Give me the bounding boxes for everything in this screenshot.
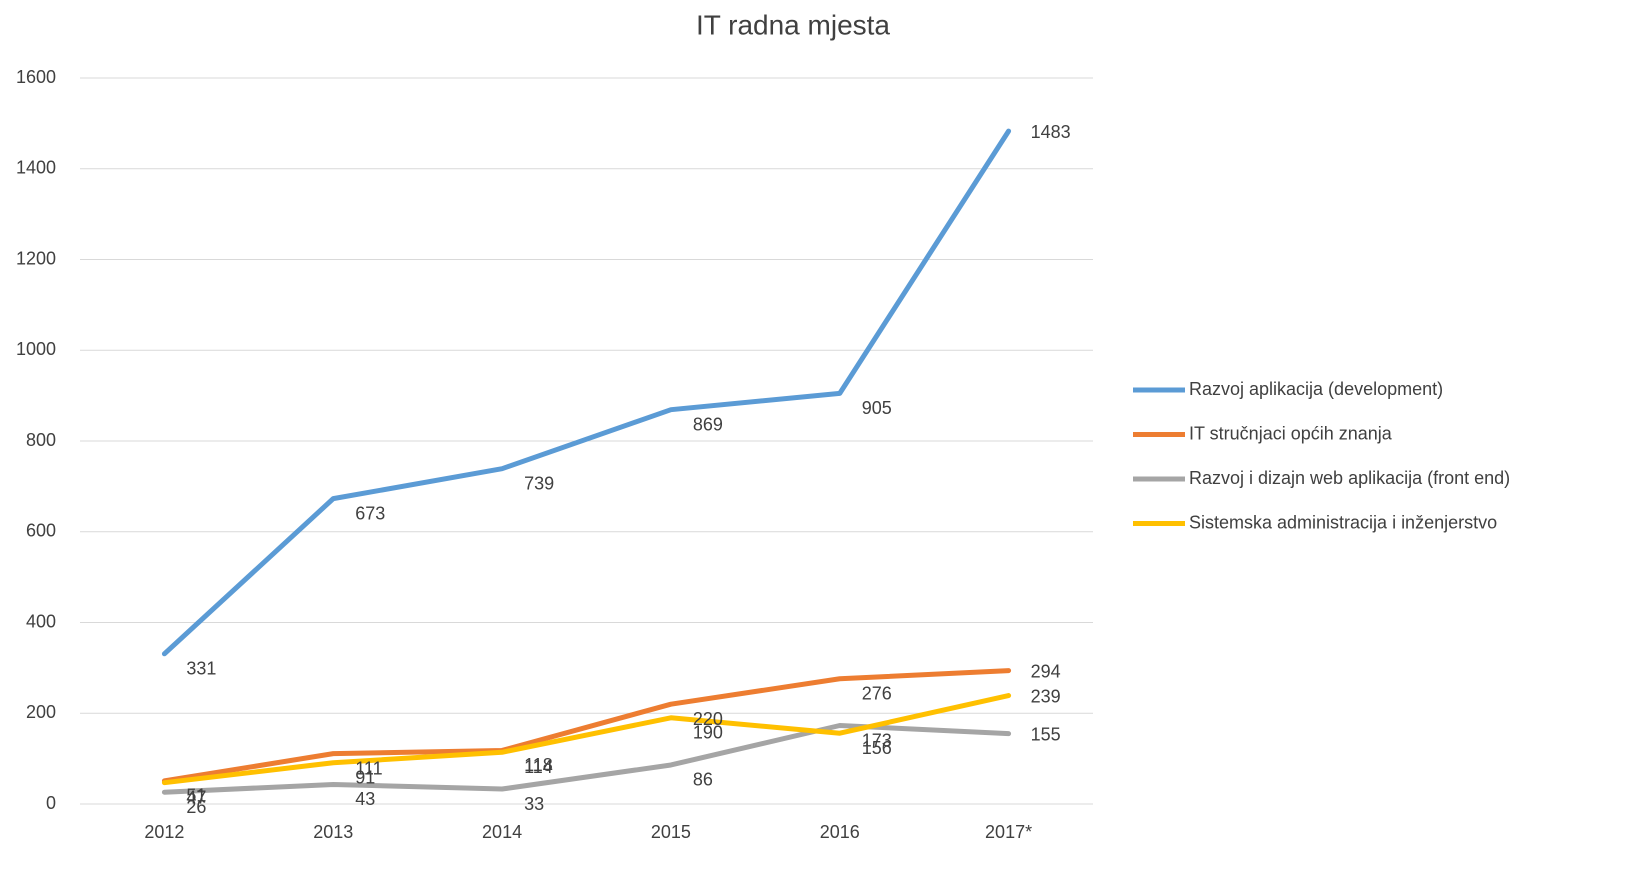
data-label: 33	[524, 794, 544, 814]
series-line	[161, 668, 1012, 784]
x-tick-label: 2014	[482, 822, 522, 842]
y-tick-label: 0	[46, 793, 56, 813]
data-label: 47	[186, 787, 206, 807]
x-tick-label: 2013	[313, 822, 353, 842]
data-label: 118	[524, 755, 553, 775]
series-line	[161, 693, 1012, 786]
data-label: 155	[1031, 724, 1061, 744]
data-label: 239	[1031, 686, 1061, 706]
x-tick-label: 2017*	[985, 822, 1032, 842]
data-label: 276	[862, 684, 892, 704]
data-label: 1483	[1031, 122, 1071, 142]
data-label: 111	[355, 758, 382, 778]
data-label: 869	[693, 414, 723, 434]
data-label: 739	[524, 473, 554, 493]
data-label: 91	[355, 767, 375, 787]
legend-label: Sistemska administracija i inženjerstvo	[1189, 512, 1497, 532]
y-tick-label: 1000	[16, 339, 56, 359]
chart-title: IT radna mjesta	[696, 9, 890, 40]
data-label: 43	[355, 789, 375, 809]
data-label: 331	[186, 659, 216, 679]
y-tick-label: 1600	[16, 67, 56, 87]
data-label: 190	[693, 723, 723, 743]
data-label: 86	[693, 770, 713, 790]
y-tick-label: 200	[26, 702, 56, 722]
x-tick-label: 2016	[820, 822, 860, 842]
data-label: 156	[862, 738, 892, 758]
x-tick-label: 2012	[144, 822, 184, 842]
data-label: 114	[524, 757, 553, 777]
y-tick-label: 1400	[16, 158, 56, 178]
data-label: 673	[355, 503, 385, 523]
data-label: 905	[862, 398, 892, 418]
y-tick-label: 1200	[16, 248, 56, 268]
legend-label: IT stručnjaci općih znanja	[1189, 423, 1393, 443]
data-label: 294	[1031, 661, 1061, 681]
legend-label: Razvoj i dizajn web aplikacija (front en…	[1189, 468, 1510, 488]
data-label: 26	[186, 797, 206, 817]
data-label: 51	[186, 786, 206, 806]
series-line	[161, 128, 1012, 657]
y-tick-label: 600	[26, 521, 56, 541]
legend-label: Razvoj aplikacija (development)	[1189, 379, 1443, 399]
y-tick-label: 800	[26, 430, 56, 450]
data-label: 173	[862, 730, 892, 750]
x-tick-label: 2015	[651, 822, 691, 842]
data-label: 220	[693, 709, 723, 729]
y-tick-label: 400	[26, 611, 56, 631]
